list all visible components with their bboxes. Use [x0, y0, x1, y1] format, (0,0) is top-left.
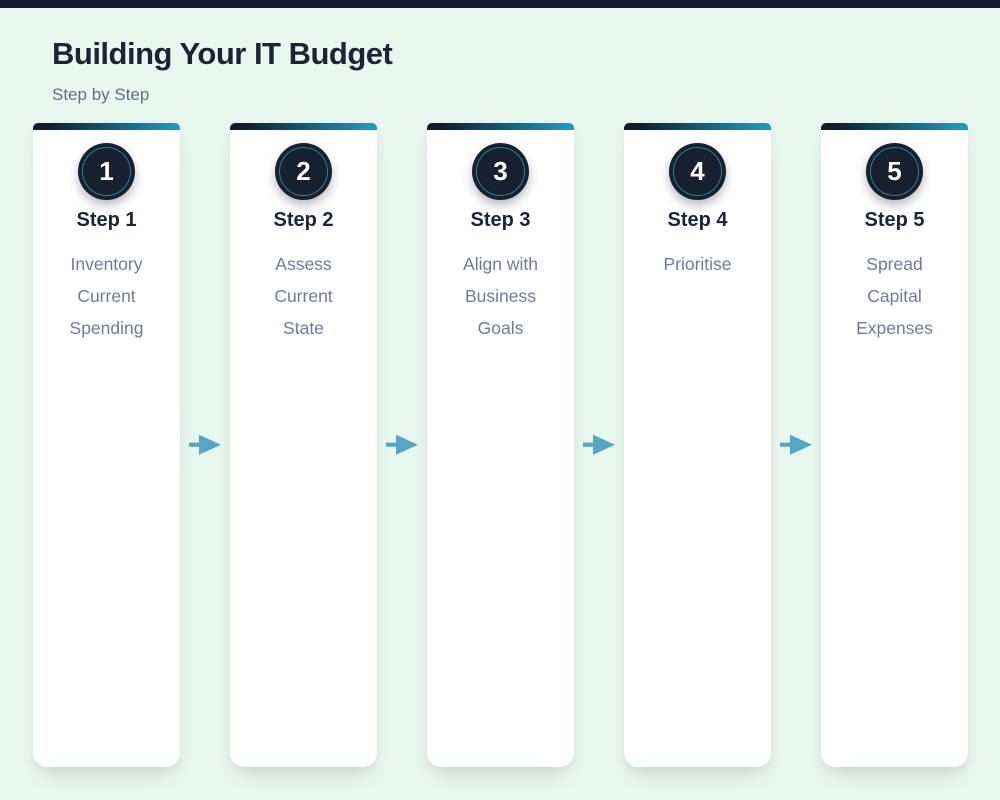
card-accent-bar: [427, 122, 574, 130]
step-description: Inventory Current Spending: [69, 253, 144, 338]
step-card-5: 5 Step 5 Spread Capital Expenses: [821, 122, 968, 767]
step-number: 4: [690, 155, 705, 186]
card-accent-bar: [624, 122, 771, 130]
step-number: 2: [296, 155, 311, 186]
right-arrow-icon: [779, 434, 812, 455]
step-description: Assess Current State: [274, 253, 333, 338]
card-accent-bar: [33, 122, 180, 130]
step-number-badge: 3: [472, 142, 529, 200]
step-card-1: 1 Step 1 Inventory Current Spending: [33, 122, 180, 767]
step-label: Step 4: [667, 208, 728, 231]
card-accent-bar: [230, 122, 377, 130]
page-title: Building Your IT Budget: [52, 36, 393, 71]
step-card-2: 2 Step 2 Assess Current State: [230, 122, 377, 767]
card-accent-bar: [821, 122, 968, 130]
right-arrow-icon: [188, 434, 221, 455]
step-description: Align with Business Goals: [463, 253, 538, 338]
step-label: Step 2: [273, 208, 334, 231]
page-subtitle: Step by Step: [52, 84, 150, 104]
steps-flow: 1 Step 1 Inventory Current Spending 2 St…: [0, 122, 1000, 767]
step-card-3: 3 Step 3 Align with Business Goals: [427, 122, 574, 767]
step-label: Step 1: [76, 208, 137, 231]
step-connector: [377, 123, 427, 767]
step-card-4: 4 Step 4 Prioritise: [624, 122, 771, 767]
step-connector: [771, 123, 821, 767]
step-connector: [574, 123, 624, 767]
step-number-badge: 1: [78, 142, 135, 200]
step-number-badge: 2: [275, 142, 332, 200]
step-connector: [180, 123, 230, 767]
right-arrow-icon: [582, 434, 615, 455]
right-arrow-icon: [385, 434, 418, 455]
step-number-badge: 5: [866, 142, 923, 200]
step-number: 3: [493, 155, 508, 186]
step-label: Step 3: [470, 208, 531, 231]
top-accent-bar: [0, 0, 1000, 8]
step-number: 1: [99, 155, 114, 186]
header: Building Your IT Budget Step by Step: [0, 8, 1000, 105]
step-description: Prioritise: [663, 253, 732, 274]
step-number: 5: [887, 155, 902, 186]
step-label: Step 5: [864, 208, 925, 231]
step-number-badge: 4: [669, 142, 726, 200]
step-description: Spread Capital Expenses: [856, 253, 933, 338]
